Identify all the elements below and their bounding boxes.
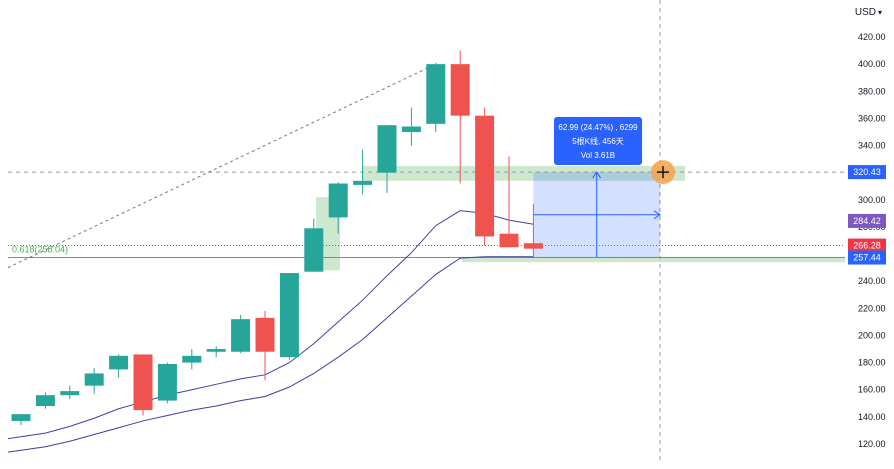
fib-level-label: 0.618(258.04) xyxy=(12,245,68,255)
candle-body[interactable] xyxy=(377,125,397,173)
price-label-badge xyxy=(848,238,886,253)
moving-average-line xyxy=(7,210,534,440)
candle-body[interactable] xyxy=(328,183,348,218)
fib-trend-line xyxy=(7,63,437,269)
candle-body[interactable] xyxy=(231,319,251,352)
chevron-down-icon: ▾ xyxy=(877,8,882,17)
price-label-text: 284.42 xyxy=(853,216,881,226)
y-axis-tick-label: 240.00 xyxy=(858,276,886,286)
y-axis-tick-label: 420.00 xyxy=(858,32,886,42)
candle-body[interactable] xyxy=(11,414,31,421)
y-axis-tick-label: 360.00 xyxy=(858,113,886,123)
y-axis-tick-label: 380.00 xyxy=(858,86,886,96)
candle-body[interactable] xyxy=(133,354,153,411)
candle-body[interactable] xyxy=(304,228,324,272)
candle-body[interactable] xyxy=(109,355,129,370)
support-zone xyxy=(462,256,845,263)
measure-tooltip xyxy=(554,117,642,165)
price-label-badge xyxy=(848,165,886,180)
price-label-text: 266.28 xyxy=(853,241,881,251)
y-axis-tick-label: 220.00 xyxy=(858,303,886,313)
measure-tooltip-line: Vol 3.61B xyxy=(581,151,615,160)
measure-tooltip-line: 5根K线, 456天 xyxy=(572,136,624,146)
candle-body[interactable] xyxy=(523,243,543,249)
candle-body[interactable] xyxy=(157,363,177,401)
candle-body[interactable] xyxy=(353,180,373,185)
price-label-text: 320.43 xyxy=(853,167,881,177)
candle-body[interactable] xyxy=(450,64,470,116)
candle-body[interactable] xyxy=(255,317,275,352)
currency-label: USD xyxy=(854,7,876,18)
measure-tooltip-line: 62.99 (24.47%) , 6299 xyxy=(558,123,638,132)
candle-body[interactable] xyxy=(60,391,80,396)
candle-body[interactable] xyxy=(84,373,104,386)
measure-arrow-head xyxy=(653,210,661,220)
price-label-badge xyxy=(848,213,886,228)
candle-body[interactable] xyxy=(35,395,55,407)
plus-icon xyxy=(657,166,669,179)
y-axis-tick-label: 180.00 xyxy=(858,358,886,368)
candle-body[interactable] xyxy=(426,64,446,124)
y-axis-tick-label: 300.00 xyxy=(858,195,886,205)
y-axis-tick-label: 200.00 xyxy=(858,330,886,340)
candle-body[interactable] xyxy=(475,115,495,237)
price-label-badge xyxy=(848,250,886,265)
y-axis-tick-label: 340.00 xyxy=(858,141,886,151)
candle-body[interactable] xyxy=(206,349,226,352)
moving-average-line xyxy=(7,256,534,453)
price-label-text: 257.44 xyxy=(853,253,881,263)
y-axis-tick-label: 140.00 xyxy=(858,412,886,422)
support-zone xyxy=(362,165,685,181)
y-axis-tick-label: 120.00 xyxy=(858,439,886,449)
candle-body[interactable] xyxy=(499,233,519,248)
currency-selector[interactable]: USD ▾ xyxy=(855,7,882,18)
y-axis-tick-label: 160.00 xyxy=(858,385,886,395)
candle-body[interactable] xyxy=(279,273,299,358)
y-axis-tick-label: 400.00 xyxy=(858,59,886,69)
candle-body[interactable] xyxy=(401,126,421,132)
measure-arrow-head xyxy=(592,171,602,179)
candle-body[interactable] xyxy=(182,355,202,363)
